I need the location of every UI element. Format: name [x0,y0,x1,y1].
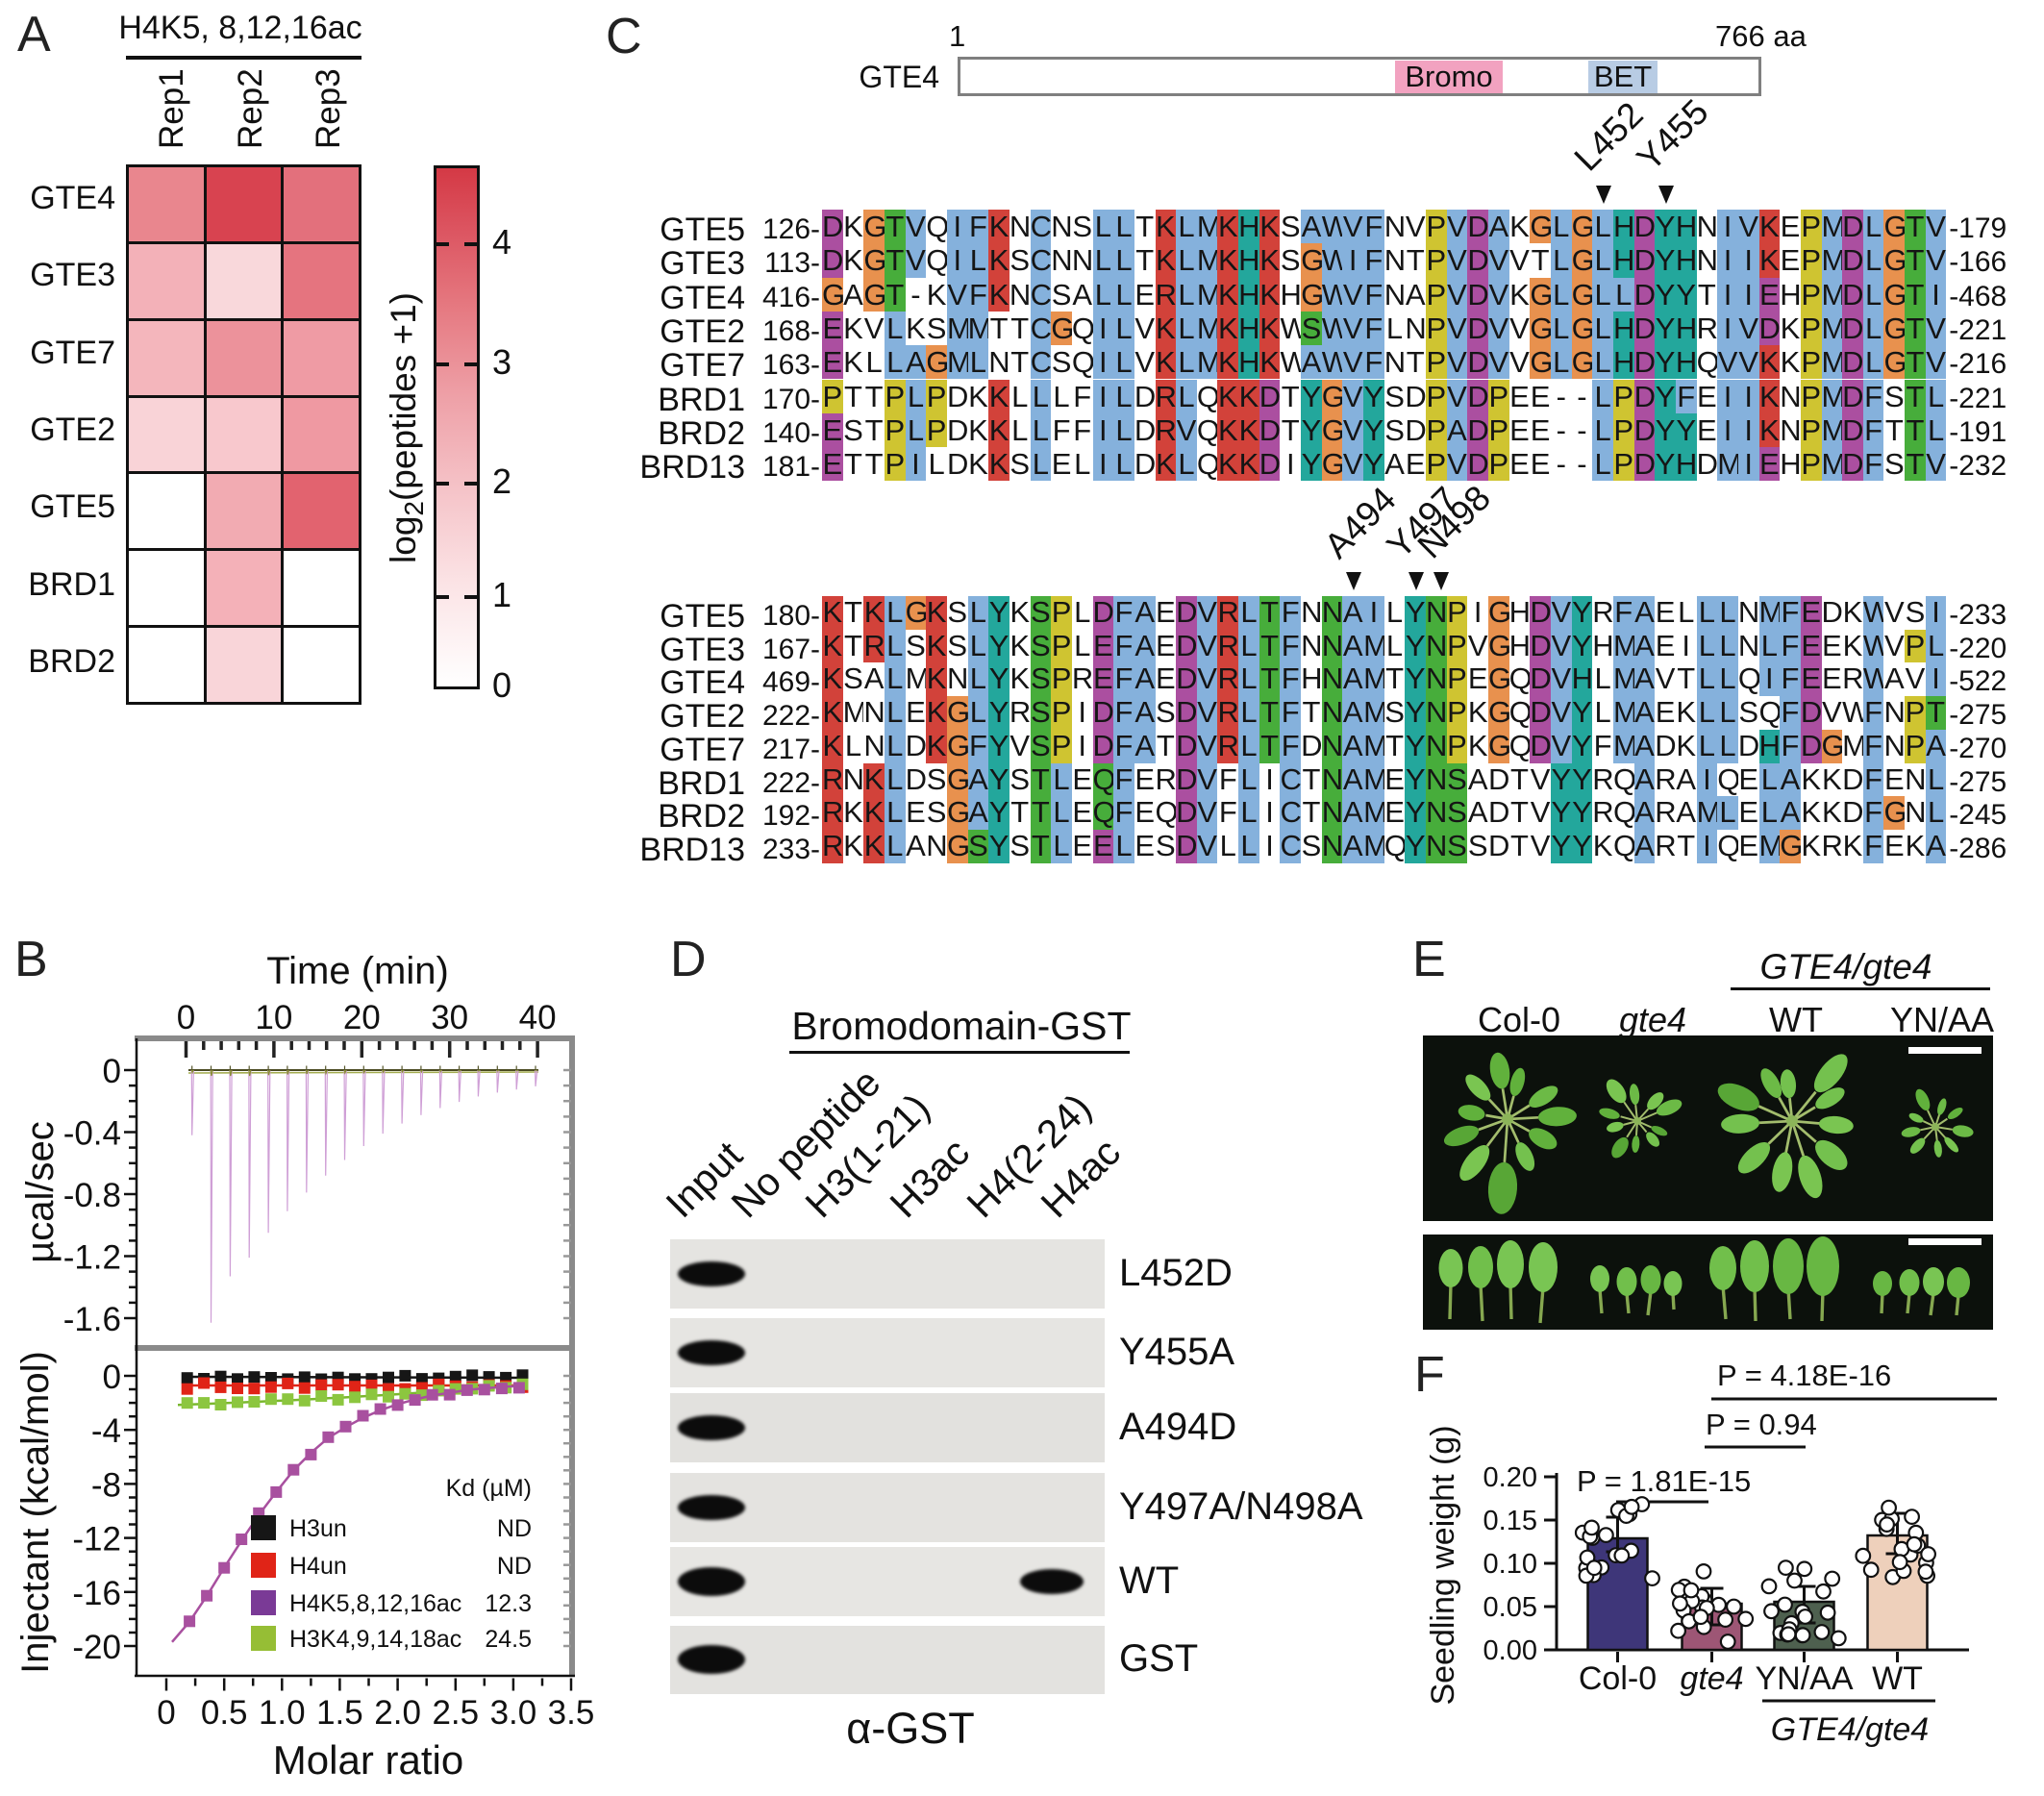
svg-text:-20: -20 [72,1629,121,1666]
svg-text:ND: ND [497,1553,532,1580]
svg-text:H4K5,8,12,16ac: H4K5,8,12,16ac [289,1590,461,1617]
svg-text:2.0: 2.0 [374,1694,421,1732]
svg-text:0.00: 0.00 [1483,1635,1537,1666]
svg-text:12.3: 12.3 [485,1590,532,1617]
svg-text:H4un: H4un [289,1553,347,1580]
svg-text:2.5: 2.5 [432,1694,479,1732]
svg-text:GTE4/gte4: GTE4/gte4 [1771,1711,1929,1748]
svg-text:-0.8: -0.8 [63,1177,121,1214]
svg-text:3.5: 3.5 [548,1694,595,1732]
svg-text:Molar ratio: Molar ratio [273,1737,463,1783]
svg-text:H3un: H3un [289,1515,347,1542]
svg-text:0: 0 [103,1053,121,1090]
svg-text:Seedling weight (g): Seedling weight (g) [1425,1425,1461,1705]
svg-text:WT: WT [1872,1660,1923,1697]
svg-text:0.10: 0.10 [1483,1549,1537,1580]
svg-text:gte4: gte4 [1680,1660,1743,1697]
svg-text:3.0: 3.0 [490,1694,537,1732]
svg-text:1.0: 1.0 [259,1694,306,1732]
svg-text:YN/AA: YN/AA [1755,1660,1853,1697]
svg-text:20: 20 [343,999,381,1036]
svg-text:30: 30 [431,999,468,1036]
svg-text:-8: -8 [91,1466,121,1504]
svg-text:H3K4,9,14,18ac: H3K4,9,14,18ac [289,1626,461,1653]
svg-text:Time (min): Time (min) [266,950,449,992]
svg-text:-1.2: -1.2 [63,1239,121,1277]
svg-text:0.05: 0.05 [1483,1592,1537,1623]
svg-text:Col-0: Col-0 [1579,1660,1657,1697]
svg-text:-16: -16 [72,1575,121,1612]
svg-text:-0.4: -0.4 [63,1115,121,1153]
svg-text:-4: -4 [91,1412,121,1450]
svg-text:P = 1.81E-15: P = 1.81E-15 [1577,1464,1751,1498]
svg-text:-12: -12 [72,1521,121,1559]
svg-text:P = 0.94: P = 0.94 [1706,1408,1817,1441]
svg-text:ND: ND [497,1515,532,1542]
svg-text:-1.6: -1.6 [63,1301,121,1338]
svg-text:24.5: 24.5 [485,1626,532,1653]
svg-text:10: 10 [255,999,292,1036]
svg-text:0.20: 0.20 [1483,1462,1537,1493]
svg-text:0: 0 [103,1359,121,1396]
svg-text:Injectant (kcal/mol): Injectant (kcal/mol) [14,1351,57,1674]
svg-text:40: 40 [519,999,557,1036]
svg-text:0.5: 0.5 [201,1694,248,1732]
svg-text:1.5: 1.5 [316,1694,363,1732]
svg-text:P = 4.18E-16: P = 4.18E-16 [1717,1359,1891,1392]
svg-text:µcal/sec: µcal/sec [19,1121,62,1263]
svg-text:Kd (µM): Kd (µM) [446,1475,532,1502]
svg-text:0: 0 [177,999,195,1036]
svg-text:0: 0 [157,1694,175,1732]
svg-text:0.15: 0.15 [1483,1506,1537,1536]
